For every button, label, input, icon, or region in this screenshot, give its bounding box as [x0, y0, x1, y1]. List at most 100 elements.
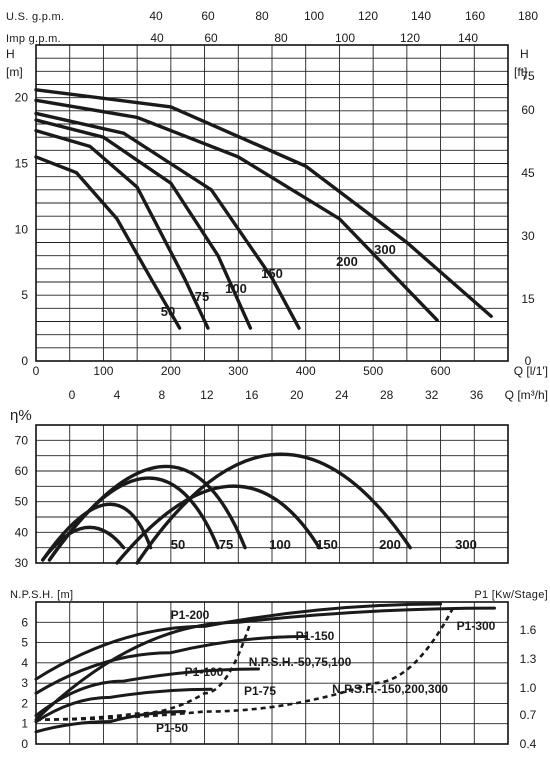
y-right-tick: 15 [521, 292, 535, 306]
top-axis-impgpm-tick: 120 [400, 31, 420, 45]
top-axis-impgpm-tick: 40 [150, 31, 164, 45]
top-axis-impgpm-tick: 80 [274, 31, 288, 45]
x-bottom-m3h-tick: 4 [114, 388, 121, 402]
efficiency-curve-label-300: 300 [455, 537, 477, 552]
npsh-curves [34, 602, 497, 734]
npsh-curve-P1-50 [34, 710, 186, 734]
efficiency-curve-label-100: 100 [269, 537, 291, 552]
x-bottom-m3h-tick: 32 [425, 388, 439, 402]
npsh-curve-label-N.P.S.H.-150,200,300: N.P.S.H.-150,200,300 [332, 682, 448, 696]
head-curve-150 [34, 111, 301, 330]
head-grid [35, 45, 509, 361]
y-left-tick: 0 [21, 354, 28, 368]
y-left-tick: 20 [15, 91, 29, 105]
efficiency-curve-300 [135, 452, 412, 565]
npsh-curve-P1-300 [34, 606, 497, 722]
head-labels: U.S. g.p.m.Imp g.p.m.40 60 80 100 120 140 160 1… [6, 9, 548, 402]
efficiency-curve-label-75: 75 [219, 537, 233, 552]
npsh-curve-P1-150 [34, 634, 308, 695]
top-axis-impgpm-tick: 100 [335, 31, 355, 45]
top-axis-impgpm-tick: 60 [204, 31, 218, 45]
y-right-tick: 45 [521, 166, 535, 180]
x-bottom-lpm-tick: 300 [228, 364, 248, 378]
efficiency-curve-200 [115, 484, 321, 565]
efficiency-curve-150 [47, 464, 247, 562]
npsh-y-tick: 5 [21, 636, 28, 650]
x-bottom-m3h-tick: 20 [290, 388, 304, 402]
y-right-tick: 60 [521, 103, 535, 117]
x-bottom-m3h-label: Q [m³/h] [505, 388, 548, 402]
y-left-tick: 10 [15, 222, 29, 236]
x-bottom-m3h-tick: 24 [335, 388, 349, 402]
y-right-tick: 0 [525, 354, 532, 368]
x-bottom-m3h-tick: 36 [470, 388, 484, 402]
y-right-tick: 75 [521, 69, 535, 83]
y-right-unit: [ft] [514, 65, 527, 79]
npsh-y-tick: 3 [21, 676, 28, 690]
efficiency-y-tick: 50 [15, 495, 29, 509]
x-bottom-lpm-tick: 500 [363, 364, 383, 378]
top-axis-impgpm-tick: 140 [458, 31, 478, 45]
top-axis-usgpm-label: U.S. g.p.m. [6, 11, 64, 23]
npsh-curve-label-P1-300: P1-300 [457, 619, 496, 633]
top-axis-usgpm-tick: 80 [255, 9, 269, 23]
efficiency-curve-label-50: 50 [171, 537, 185, 552]
y-right-tick: 30 [521, 229, 535, 243]
head-curve-50 [34, 155, 182, 330]
head-curve-label-300: 300 [374, 242, 396, 257]
head-curve-75 [34, 128, 210, 330]
x-bottom-m3h-tick: 16 [245, 388, 259, 402]
x-bottom-lpm-label: Q [l/1'] [514, 364, 548, 378]
head-curve-200 [34, 98, 439, 322]
head-curve-label-200: 200 [336, 254, 358, 269]
efficiency-curve-label-150: 150 [316, 537, 338, 552]
y-left-tick: 5 [21, 288, 28, 302]
y-left-title: H [6, 47, 15, 61]
efficiency-curves [41, 452, 412, 565]
head-curve-label-100: 100 [225, 281, 247, 296]
efficiency-frame [35, 424, 509, 564]
x-bottom-m3h-tick: 0 [69, 388, 76, 402]
npsh-curve-label-P1-75: P1-75 [244, 684, 276, 698]
npsh-curve-P1-100 [34, 667, 261, 718]
power-y-tick: 0.4 [520, 737, 537, 751]
efficiency-y-tick: 60 [15, 464, 29, 478]
power-y-title: P1 [Kw/Stage] [474, 589, 548, 601]
npsh-curve-label-P1-100: P1-100 [185, 665, 224, 679]
head-curve-label-150: 150 [261, 266, 283, 281]
npsh-y-tick: 0 [21, 737, 28, 751]
efficiency-title: η% [10, 407, 32, 424]
npsh-frame [35, 601, 509, 745]
npsh-curve-label-P1-150: P1-150 [296, 629, 335, 643]
x-bottom-lpm-tick: 200 [161, 364, 181, 378]
efficiency-y-tick: 30 [15, 556, 29, 570]
top-axis-usgpm-tick: 100 [304, 9, 324, 23]
npsh-curve-P1-75 [34, 687, 213, 724]
npsh-curve-label-P1-50: P1-50 [156, 721, 188, 735]
x-bottom-lpm-tick: 100 [93, 364, 113, 378]
efficiency-labels: η% 30 40 50 60 70 50 75 100 150 200 300 [10, 407, 477, 570]
head-curve-label-75: 75 [195, 289, 209, 304]
y-left-unit: [m] [6, 65, 23, 79]
top-axis-usgpm-tick: 180 [518, 9, 538, 23]
x-bottom-m3h-tick: 28 [380, 388, 394, 402]
npsh-y-tick: 1 [21, 717, 28, 731]
top-axis-impgpm-label: Imp g.p.m. [6, 33, 61, 45]
head-curves [34, 88, 493, 330]
efficiency-y-tick: 40 [15, 525, 29, 539]
npsh-y-tick: 4 [21, 656, 28, 670]
x-bottom-lpm-tick: 600 [431, 364, 451, 378]
power-y-tick: 0.7 [520, 708, 537, 722]
head-curve-100 [34, 118, 253, 330]
y-right-title: H [520, 47, 529, 61]
x-bottom-m3h-tick: 12 [200, 388, 214, 402]
efficiency-curve-75 [41, 502, 153, 562]
npsh-curve-label-P1-200: P1-200 [171, 608, 210, 622]
head-curve-label-50: 50 [161, 304, 175, 319]
npsh-curve-label-N.P.S.H.-50,75,100: N.P.S.H.-50,75,100 [249, 655, 352, 669]
x-bottom-m3h-tick: 8 [159, 388, 166, 402]
head-frame [35, 44, 509, 362]
npsh-labels: N.P.S.H. [m] P1 [Kw/Stage] 0 1 2 3 4 5 6 0.4 0.7 1.… [10, 589, 548, 751]
